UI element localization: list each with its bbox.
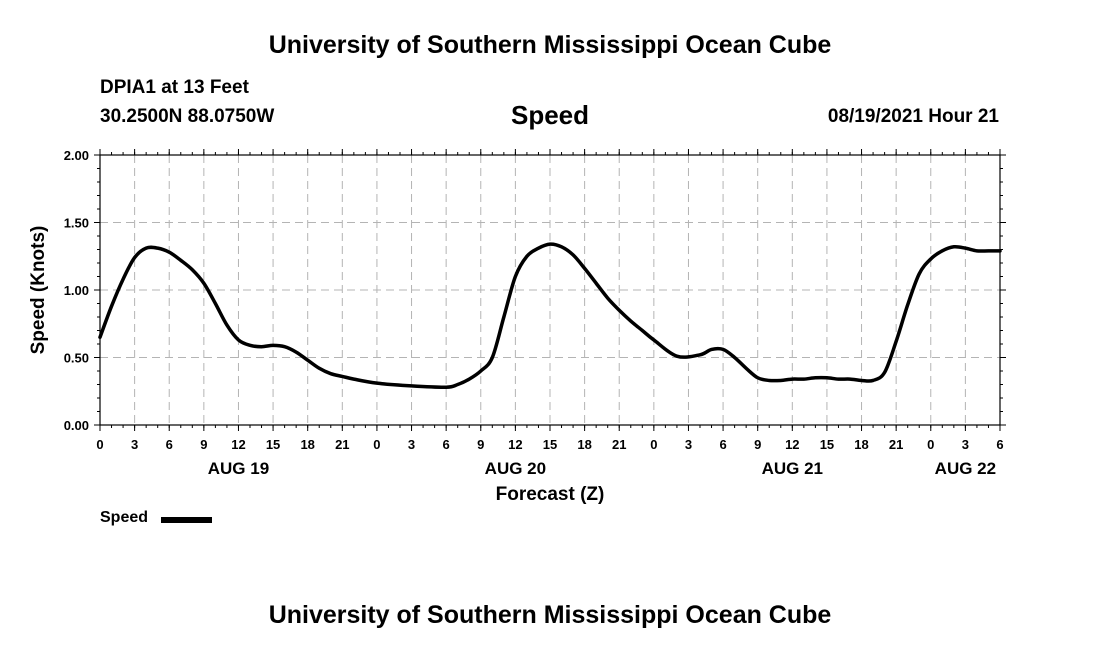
- date-label: AUG 20: [485, 459, 546, 478]
- x-tick-label: 0: [96, 437, 103, 452]
- x-tick-label: 15: [543, 437, 557, 452]
- x-tick-label: 21: [889, 437, 903, 452]
- x-tick-label: 18: [854, 437, 868, 452]
- speed-series-line: [98, 242, 1002, 389]
- coordinates-label: 30.2500N 88.0750W: [100, 106, 275, 127]
- x-tick-label: 6: [719, 437, 726, 452]
- x-tick-label: 9: [754, 437, 761, 452]
- y-tick-label: 1.00: [64, 283, 89, 298]
- x-tick-label: 9: [200, 437, 207, 452]
- x-tick-label: 0: [373, 437, 380, 452]
- y-tick-label: 0.50: [64, 351, 89, 366]
- y-tick-label: 0.00: [64, 418, 89, 433]
- x-tick-label: 3: [131, 437, 138, 452]
- top-title: University of Southern Mississippi Ocean…: [268, 31, 832, 59]
- legend-label: Speed: [100, 509, 149, 526]
- forecast-datetime: 08/19/2021 Hour 21: [827, 106, 999, 127]
- x-tick-label: 12: [785, 437, 799, 452]
- station-label: DPIA1 at 13 Feet: [100, 77, 249, 98]
- x-tick-label: 6: [996, 437, 1003, 452]
- axis-labels: 0.00 0.50 1.00 1.50 2.00 0 3 6 9 12 15 18 21 0 3 6 9 12 15…: [28, 148, 1004, 505]
- plot-frame: [99, 154, 1001, 426]
- date-label: AUG 19: [208, 459, 269, 478]
- x-tick-label: 3: [685, 437, 692, 452]
- x-tick-label: 12: [231, 437, 245, 452]
- x-tick-label: 21: [335, 437, 349, 452]
- y-tick-label: 2.00: [64, 148, 89, 163]
- x-tick-label: 9: [477, 437, 484, 452]
- x-tick-label: 6: [443, 437, 450, 452]
- date-label: AUG 22: [935, 459, 996, 478]
- x-tick-label: 15: [820, 437, 834, 452]
- x-tick-label: 6: [166, 437, 173, 452]
- date-label: AUG 21: [762, 459, 823, 478]
- x-tick-label: 21: [612, 437, 626, 452]
- legend-swatch: [161, 517, 212, 523]
- x-tick-label: 3: [408, 437, 415, 452]
- y-axis-title: Speed (Knots): [28, 226, 49, 355]
- axes: [94, 149, 1006, 431]
- series-layer: [98, 242, 1002, 389]
- x-tick-label: 12: [508, 437, 522, 452]
- x-tick-label: 15: [266, 437, 280, 452]
- x-tick-label: 18: [300, 437, 314, 452]
- x-tick-label: 0: [650, 437, 657, 452]
- x-tick-label: 0: [927, 437, 934, 452]
- x-tick-label: 3: [962, 437, 969, 452]
- x-axis-title: Forecast (Z): [496, 484, 605, 505]
- chart-title: Speed: [510, 100, 590, 130]
- bottom-title: University of Southern Mississippi Ocean…: [268, 601, 832, 629]
- grid-lines: [100, 155, 1000, 425]
- y-tick-label: 1.50: [64, 216, 89, 231]
- x-tick-label: 18: [577, 437, 591, 452]
